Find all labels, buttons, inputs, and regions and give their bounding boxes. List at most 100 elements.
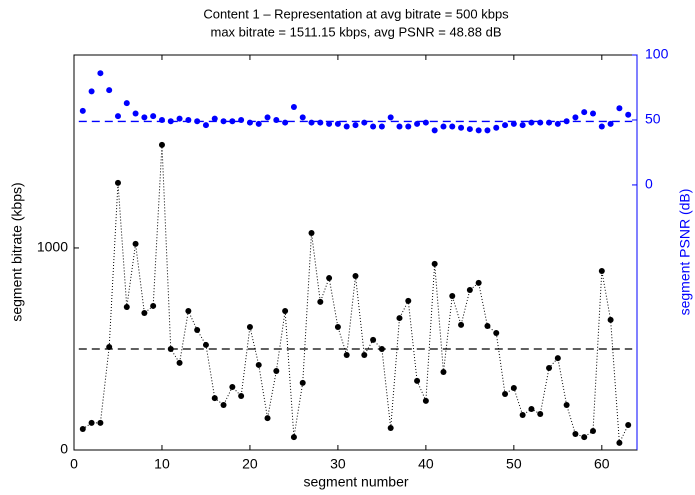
data-point <box>273 368 280 374</box>
data-point <box>202 341 209 348</box>
data-point <box>431 260 438 267</box>
data-point <box>370 336 377 343</box>
data-point <box>607 316 614 323</box>
data-point <box>150 113 157 120</box>
data-point <box>290 434 297 441</box>
data-point <box>264 415 271 422</box>
data-point <box>449 123 456 130</box>
data-point <box>466 286 473 293</box>
data-point <box>378 123 385 130</box>
x-tick-label: 60 <box>594 456 610 472</box>
data-point <box>581 109 588 116</box>
data-point <box>537 119 544 126</box>
data-point <box>211 115 218 122</box>
y2-tick-label: 0 <box>645 176 653 192</box>
data-point <box>554 355 561 362</box>
data-point <box>563 401 570 408</box>
data-point <box>246 323 253 330</box>
data-point <box>308 230 315 237</box>
data-point <box>475 127 482 134</box>
data-point <box>282 119 289 126</box>
chart-subtitle: max bitrate = 1511.15 kbps, avg PSNR = 4… <box>211 24 502 39</box>
data-point <box>176 359 183 366</box>
data-point <box>141 114 148 121</box>
y2-tick-label: 50 <box>645 111 661 127</box>
x-tick-label: 50 <box>506 456 522 472</box>
data-point <box>176 115 183 122</box>
data-point <box>194 118 201 125</box>
data-point <box>220 401 227 408</box>
data-point <box>88 419 95 426</box>
data-point <box>352 273 359 280</box>
y2-axis-label: segment PSNR (dB) <box>677 189 693 316</box>
data-point <box>493 124 500 131</box>
data-point <box>396 123 403 130</box>
data-point <box>97 70 104 77</box>
data-point <box>334 323 341 330</box>
data-point <box>616 439 623 446</box>
data-point <box>598 267 605 274</box>
data-point <box>229 118 236 125</box>
data-point <box>598 123 605 130</box>
data-point <box>554 120 561 127</box>
x-tick-label: 40 <box>418 456 434 472</box>
data-point <box>590 110 597 117</box>
data-point <box>343 123 350 130</box>
plot-frame <box>73 54 638 451</box>
data-point <box>255 120 262 127</box>
data-point <box>282 307 289 314</box>
data-point <box>510 384 517 391</box>
data-point <box>361 119 368 126</box>
data-point <box>458 321 465 328</box>
data-point <box>185 116 192 123</box>
data-point <box>352 122 359 129</box>
data-point <box>132 240 139 247</box>
data-point <box>158 116 165 123</box>
data-point <box>440 369 447 376</box>
data-point <box>510 120 517 127</box>
data-point <box>616 105 623 112</box>
data-point <box>273 116 280 123</box>
data-point <box>132 110 139 117</box>
series-line <box>82 144 629 445</box>
data-point <box>246 119 253 126</box>
data-point <box>625 111 632 118</box>
data-point <box>290 103 297 110</box>
chart-title: Content 1 – Representation at avg bitrat… <box>203 6 509 21</box>
data-point <box>466 126 473 133</box>
data-point <box>158 141 165 148</box>
data-point <box>326 275 333 282</box>
data-point <box>405 123 412 130</box>
data-point <box>528 405 535 412</box>
data-point <box>440 123 447 130</box>
data-point <box>334 120 341 127</box>
data-point <box>475 279 482 286</box>
data-point <box>264 114 271 121</box>
x-tick-label: 0 <box>70 456 78 472</box>
data-point <box>458 124 465 131</box>
data-point <box>528 119 535 126</box>
data-point <box>299 114 306 121</box>
data-point <box>114 179 121 186</box>
data-point <box>431 127 438 134</box>
y-axis-label: segment bitrate (kbps) <box>9 182 25 321</box>
data-point <box>114 113 121 120</box>
data-point <box>519 122 526 129</box>
data-point <box>194 326 201 333</box>
data-point <box>563 118 570 125</box>
data-point <box>378 345 385 352</box>
data-point <box>326 120 333 127</box>
data-point <box>167 118 174 125</box>
data-point <box>370 123 377 130</box>
y-tick-label: 0 <box>60 441 68 457</box>
data-point <box>150 302 157 309</box>
data-point <box>238 116 245 123</box>
data-point <box>387 114 394 121</box>
data-point <box>317 298 324 305</box>
data-point <box>572 114 579 121</box>
x-tick-label: 30 <box>330 456 346 472</box>
data-point <box>493 330 500 337</box>
data-point <box>229 383 236 390</box>
data-point <box>185 307 192 314</box>
